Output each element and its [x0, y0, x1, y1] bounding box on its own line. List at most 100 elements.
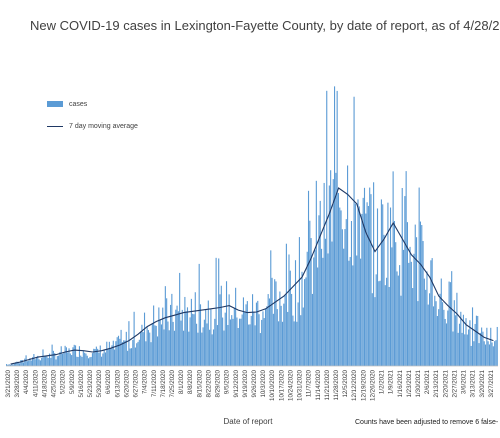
bar-day: [37, 355, 39, 366]
bar-day: [253, 312, 255, 366]
bar-day: [318, 215, 320, 366]
bar-day: [280, 305, 282, 366]
bar-day: [464, 334, 466, 366]
bar-day: [46, 356, 48, 366]
bar-day: [228, 294, 230, 366]
bar-day: [225, 281, 228, 366]
bar-day: [150, 342, 152, 366]
bar-day: [374, 297, 376, 366]
x-tick-label: 10/3/2020: [260, 369, 267, 397]
bar-day: [203, 319, 205, 366]
bar-day: [54, 353, 56, 366]
bar-day: [6, 364, 8, 366]
bar-day: [432, 306, 435, 366]
bar-day: [397, 275, 399, 366]
bar-day: [266, 306, 268, 366]
bar-day: [39, 360, 41, 366]
bar-day: [192, 313, 194, 366]
bar-day: [362, 197, 364, 366]
bar-day: [384, 285, 386, 366]
bar-day: [445, 323, 448, 366]
x-tick-label: 6/13/2020: [114, 369, 121, 397]
bar-day: [245, 304, 247, 366]
bar-day: [8, 364, 10, 366]
bar-day: [236, 317, 238, 366]
bar-day: [354, 203, 356, 366]
bar-day: [366, 202, 368, 366]
bar-day: [254, 325, 256, 366]
x-tick-label: 5/16/2020: [78, 369, 85, 397]
bar-day: [349, 256, 351, 366]
bar-day: [199, 304, 202, 366]
bar-day: [127, 350, 129, 366]
bar-day: [416, 237, 418, 366]
bar-day: [496, 326, 498, 366]
bar-day: [114, 349, 116, 366]
bar-day: [156, 336, 159, 366]
bar-day: [324, 238, 326, 366]
bar-day: [494, 341, 496, 366]
bar-day: [238, 318, 241, 366]
bar-day: [102, 353, 104, 366]
bar-day: [181, 309, 183, 366]
x-tick-label: 5/9/2020: [69, 369, 76, 394]
bar-day: [151, 323, 153, 366]
x-tick-label: 12/12/2020: [351, 369, 358, 401]
bar-day: [376, 208, 379, 366]
bar-day: [469, 320, 471, 366]
bar-day: [158, 307, 160, 366]
bar-day: [214, 318, 216, 366]
bar-day: [90, 356, 92, 366]
bar-day: [103, 349, 105, 366]
moving-average-layer: [10, 187, 494, 365]
bar-day: [405, 171, 407, 366]
bar-day: [9, 364, 12, 366]
x-tick-label: 10/31/2020: [297, 369, 304, 401]
bar-day: [298, 237, 300, 366]
bar-day: [348, 260, 350, 366]
bar-day: [289, 270, 291, 366]
bar-day: [143, 312, 146, 366]
bar-day: [305, 277, 307, 366]
bar-day: [64, 345, 66, 366]
bar-day: [120, 329, 122, 366]
bar-day: [93, 348, 95, 366]
bar-day: [73, 344, 75, 366]
bar-day: [419, 221, 422, 366]
bar-day: [197, 332, 199, 366]
bar-day: [370, 194, 372, 366]
bar-day: [61, 353, 64, 366]
bar-day: [45, 356, 47, 366]
bar-day: [65, 347, 67, 366]
legend: cases 7 day moving average: [47, 98, 138, 142]
bar-day: [473, 341, 475, 366]
bar-day: [34, 359, 36, 366]
bar-day: [227, 325, 229, 366]
bar-day: [86, 355, 88, 366]
bar-day: [487, 341, 489, 366]
bar-day: [296, 321, 298, 366]
bar-day: [149, 332, 151, 366]
bar-day: [258, 314, 260, 366]
bar-day: [67, 352, 69, 366]
bar-day: [233, 308, 235, 366]
x-tick-label: 2/27/2021: [451, 369, 458, 397]
bar-day: [460, 311, 462, 366]
x-tick-label: 2/20/2021: [442, 369, 449, 397]
bar-day: [241, 314, 243, 366]
bar-day: [317, 267, 319, 366]
bar-day: [196, 323, 198, 366]
x-tick-label: 9/12/2020: [233, 369, 240, 397]
x-tick-label: 8/29/2020: [215, 369, 222, 397]
bar-day: [436, 316, 438, 366]
bar-day: [413, 253, 415, 366]
x-tick-label: 3/21/2020: [5, 369, 12, 397]
x-tick-label: 2/6/2021: [424, 369, 431, 394]
bar-day: [117, 335, 120, 366]
x-tick-label: 12/5/2020: [342, 369, 349, 397]
bar-day: [482, 331, 484, 366]
bar-day: [252, 294, 254, 366]
bar-day: [111, 345, 113, 366]
bar-day: [414, 224, 416, 366]
